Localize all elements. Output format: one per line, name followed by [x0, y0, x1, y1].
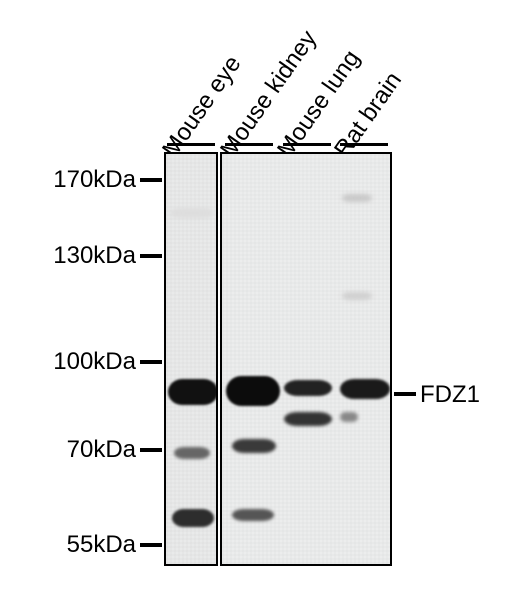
- band-p2-l2-2: [232, 439, 276, 453]
- mw-tick-70: [140, 448, 162, 452]
- mw-label-170: 170kDa: [0, 166, 136, 194]
- band-p2-l3-2: [284, 412, 332, 426]
- band-p2-l4-2: [340, 412, 358, 422]
- mw-tick-170: [140, 178, 162, 182]
- band-p1-2: [174, 447, 210, 459]
- band-p2-l2-1: [226, 376, 280, 406]
- band-p2-l4-faint2: [342, 292, 372, 300]
- blot-panel-1: [164, 152, 218, 566]
- western-blot-figure: Mouse eye Mouse kidney Mouse lung Rat br…: [0, 0, 512, 608]
- mw-tick-55: [140, 543, 162, 547]
- target-label: FDZ1: [420, 381, 480, 409]
- mw-label-55: 55kDa: [0, 531, 136, 559]
- lane-bar-4: [340, 143, 388, 146]
- band-p2-l4-1: [340, 379, 390, 399]
- mw-label-130: 130kDa: [0, 242, 136, 270]
- blot-panel-2: [220, 152, 392, 566]
- lane-bar-2: [225, 143, 273, 146]
- band-p1-1: [168, 379, 218, 405]
- band-p2-l3-1: [284, 380, 332, 396]
- band-p1-4: [170, 208, 214, 218]
- lane-bar-3: [283, 143, 331, 146]
- target-tick: [394, 392, 416, 396]
- band-p2-l2-3: [232, 509, 274, 521]
- mw-tick-130: [140, 254, 162, 258]
- band-p1-3: [172, 509, 214, 527]
- mw-label-100: 100kDa: [0, 348, 136, 376]
- lane-bar-1: [167, 143, 215, 146]
- mw-tick-100: [140, 360, 162, 364]
- panel-noise: [222, 154, 390, 564]
- band-p2-l4-faint1: [342, 194, 372, 202]
- mw-label-70: 70kDa: [0, 436, 136, 464]
